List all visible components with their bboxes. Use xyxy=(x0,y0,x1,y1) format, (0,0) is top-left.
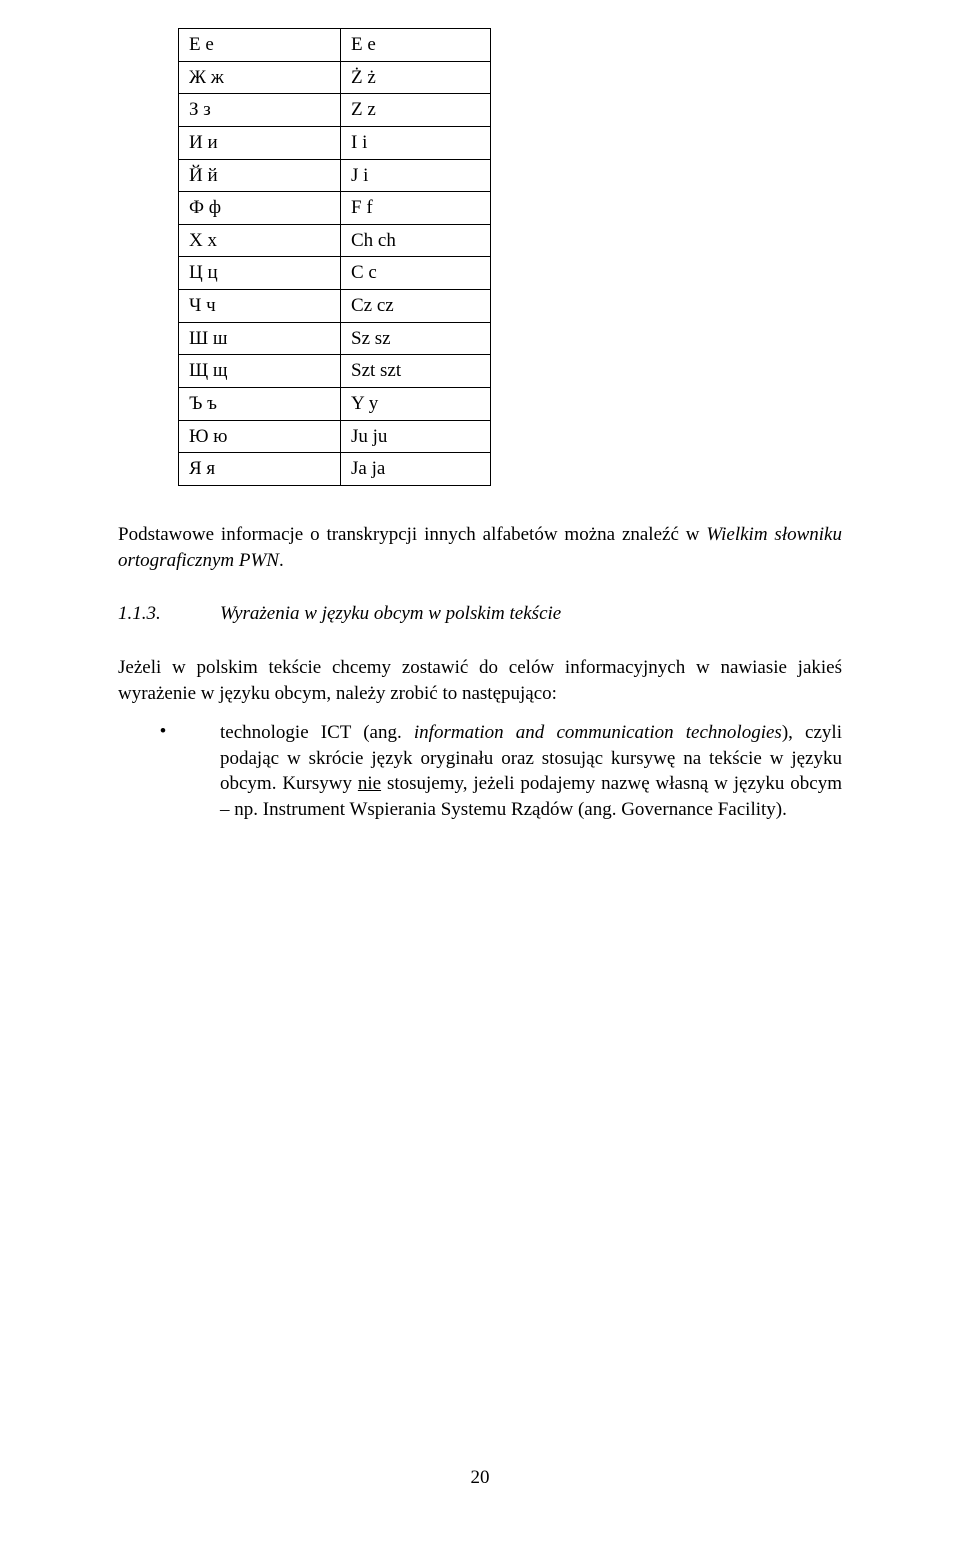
table-row: Ж жŻ ż xyxy=(179,61,491,94)
latin-cell: Z z xyxy=(341,94,491,127)
cyrillic-cell: Ж ж xyxy=(179,61,341,94)
latin-cell: I i xyxy=(341,126,491,159)
cyrillic-cell: И и xyxy=(179,126,341,159)
cyrillic-cell: Щ щ xyxy=(179,355,341,388)
table-row: З зZ z xyxy=(179,94,491,127)
latin-cell: J i xyxy=(341,159,491,192)
transliteration-table: Е еE eЖ жŻ żЗ зZ zИ иI iЙ йJ iФ фF fХ хC… xyxy=(178,28,491,486)
bullet-icon: • xyxy=(160,720,166,743)
body-paragraph: Jeżeli w polskim tekście chcemy zostawić… xyxy=(118,655,842,706)
table-row: Й йJ i xyxy=(179,159,491,192)
cyrillic-cell: З з xyxy=(179,94,341,127)
bullet-pre: technologie ICT (ang. xyxy=(220,722,414,743)
latin-cell: Ju ju xyxy=(341,420,491,453)
table-row: Ф фF f xyxy=(179,192,491,225)
table-row: Ш шSz sz xyxy=(179,322,491,355)
latin-cell: Sz sz xyxy=(341,322,491,355)
latin-cell: E e xyxy=(341,29,491,62)
cyrillic-cell: Ф ф xyxy=(179,192,341,225)
section-title: Wyrażenia w języku obcym w polskim tekśc… xyxy=(220,601,842,627)
bullet-item: • technologie ICT (ang. information and … xyxy=(118,720,842,823)
table-row: И иI i xyxy=(179,126,491,159)
table-row: Ч чCz cz xyxy=(179,290,491,323)
cyrillic-cell: Ю ю xyxy=(179,420,341,453)
section-number: 1.1.3. xyxy=(118,601,220,627)
table-row: Щ щSzt szt xyxy=(179,355,491,388)
latin-cell: Cz cz xyxy=(341,290,491,323)
latin-cell: F f xyxy=(341,192,491,225)
table-row: Х хCh ch xyxy=(179,224,491,257)
bullet-italic: information and communication technologi… xyxy=(414,722,782,743)
section-heading: 1.1.3. Wyrażenia w języku obcym w polski… xyxy=(118,601,842,627)
latin-cell: Szt szt xyxy=(341,355,491,388)
intro-pre: Podstawowe informacje o transkrypcji inn… xyxy=(118,524,706,545)
table-row: Ц цC c xyxy=(179,257,491,290)
cyrillic-cell: Ц ц xyxy=(179,257,341,290)
table-row: Ю юJu ju xyxy=(179,420,491,453)
cyrillic-cell: Я я xyxy=(179,453,341,486)
latin-cell: Ż ż xyxy=(341,61,491,94)
cyrillic-cell: Ч ч xyxy=(179,290,341,323)
bullet-underline: nie xyxy=(358,773,381,794)
cyrillic-cell: Х х xyxy=(179,224,341,257)
latin-cell: Ch ch xyxy=(341,224,491,257)
table-row: Я яJa ja xyxy=(179,453,491,486)
intro-paragraph: Podstawowe informacje o transkrypcji inn… xyxy=(118,522,842,573)
bullet-list: • technologie ICT (ang. information and … xyxy=(118,720,842,823)
latin-cell: Ja ja xyxy=(341,453,491,486)
table-row: Е еE e xyxy=(179,29,491,62)
intro-post: . xyxy=(279,550,284,571)
latin-cell: C c xyxy=(341,257,491,290)
page-number: 20 xyxy=(0,1465,960,1491)
latin-cell: Y y xyxy=(341,388,491,421)
cyrillic-cell: Й й xyxy=(179,159,341,192)
table-body: Е еE eЖ жŻ żЗ зZ zИ иI iЙ йJ iФ фF fХ хC… xyxy=(179,29,491,486)
cyrillic-cell: Ъ ъ xyxy=(179,388,341,421)
cyrillic-cell: Е е xyxy=(179,29,341,62)
table-row: Ъ ъY y xyxy=(179,388,491,421)
cyrillic-cell: Ш ш xyxy=(179,322,341,355)
